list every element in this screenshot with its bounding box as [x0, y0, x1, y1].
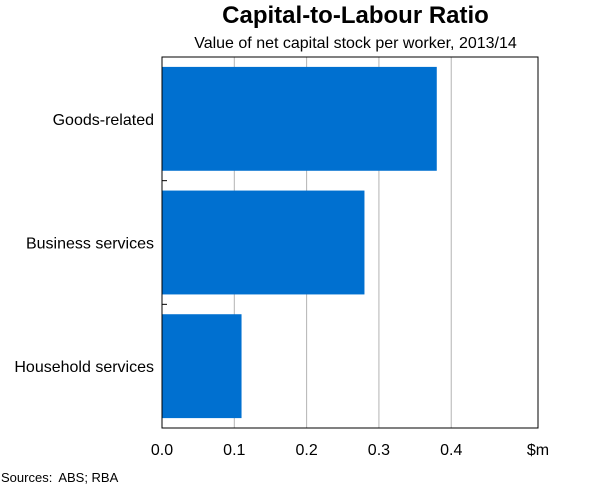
bar: [162, 314, 242, 419]
category-label: Goods-related: [53, 112, 154, 129]
category-label: Business services: [26, 236, 154, 253]
bar: [162, 66, 437, 171]
source-label: Sources:: [1, 470, 53, 485]
x-tick-label: 0.0: [151, 442, 173, 459]
x-unit-label: $m: [527, 442, 549, 459]
chart-subtitle: Value of net capital stock per worker, 2…: [194, 35, 517, 52]
chart-title: Capital-to-Labour Ratio: [222, 2, 489, 29]
category-label: Household services: [14, 359, 154, 376]
x-tick-label: 0.1: [223, 442, 245, 459]
x-tick-label: 0.2: [295, 442, 317, 459]
x-tick-label: 0.3: [368, 442, 390, 459]
bar: [162, 190, 365, 295]
source-text: ABS; RBA: [58, 470, 119, 485]
plot-frame: [161, 56, 539, 429]
source-note: Sources: ABS; RBA: [1, 470, 118, 486]
x-tick-label: 0.4: [440, 442, 462, 459]
